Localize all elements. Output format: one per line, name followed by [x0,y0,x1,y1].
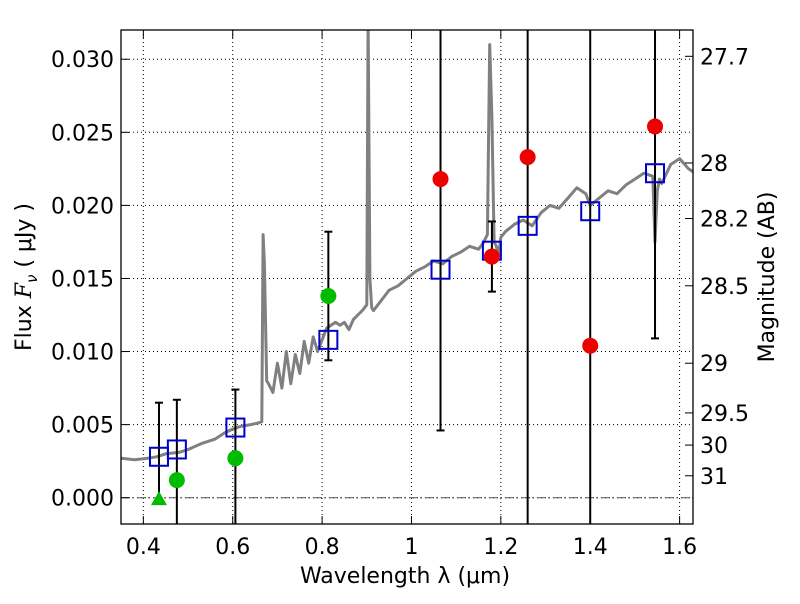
red-data-point [582,337,599,354]
y2-tick-label: 30 [700,434,728,459]
y-tick-label: 0.015 [51,267,114,292]
green-data-point [168,472,185,489]
x-tick-label: 0.4 [126,535,161,560]
y2-tick-label: 28.2 [700,208,749,233]
model-photometry-square [430,259,451,280]
green-data-point [320,288,337,304]
red-data-point [432,171,449,188]
plot-frame [120,29,694,525]
y-tick-label: 0.005 [51,414,114,439]
y2-axis-title: Magnitude (AB) [755,192,780,363]
model-photometry-square [225,417,246,438]
data-markers [148,118,666,506]
x-tick-label: 1.2 [483,535,518,560]
y2-tick-label: 27.7 [700,45,749,70]
model-photometry-square [166,439,187,460]
model-photometry-square [517,215,538,236]
red-data-point [483,248,500,265]
model-spectrum-line [121,30,693,462]
x-tick-label: 1.6 [662,535,697,560]
y-tick-label: 0.020 [51,194,114,219]
red-data-point [519,149,536,166]
upper-limit-triangle [150,491,167,506]
y-tick-label: 0.000 [51,487,114,512]
x-tick-label: 1 [404,535,418,560]
model-photometry-square [645,163,666,184]
y-tick-label: 0.025 [51,121,114,146]
y2-tick-label: 31 [700,465,728,490]
x-axis-title: Wavelength λ (μm) [300,564,510,589]
x-tick-label: 0.8 [305,535,340,560]
model-photometry-square [580,201,601,222]
y-tick-label: 0.010 [51,341,114,366]
y2-tick-label: 29.5 [700,402,749,427]
y2-axis-ticks: 27.7 28 28.2 28.5 29 29.5 30 31 [685,45,749,490]
x-axis-ticks: 0.4 0.6 0.8 1 1.2 1.4 1.6 [126,30,697,560]
y2-tick-label: 29 [700,352,728,377]
y-tick-label: 0.030 [51,48,114,73]
x-tick-label: 1.4 [573,535,608,560]
y2-tick-label: 28 [700,152,728,177]
red-data-point [647,118,664,135]
plot-area [121,30,693,524]
green-data-point [227,450,244,467]
model-photometry-square [318,329,339,350]
x-tick-label: 0.6 [215,535,250,560]
y-axis-title: Flux Fν ( μJy ) [12,203,41,351]
y-axis-ticks: 0.000 0.005 0.010 0.015 0.020 0.025 0.030 [51,48,129,512]
y2-tick-label: 28.5 [700,275,749,300]
